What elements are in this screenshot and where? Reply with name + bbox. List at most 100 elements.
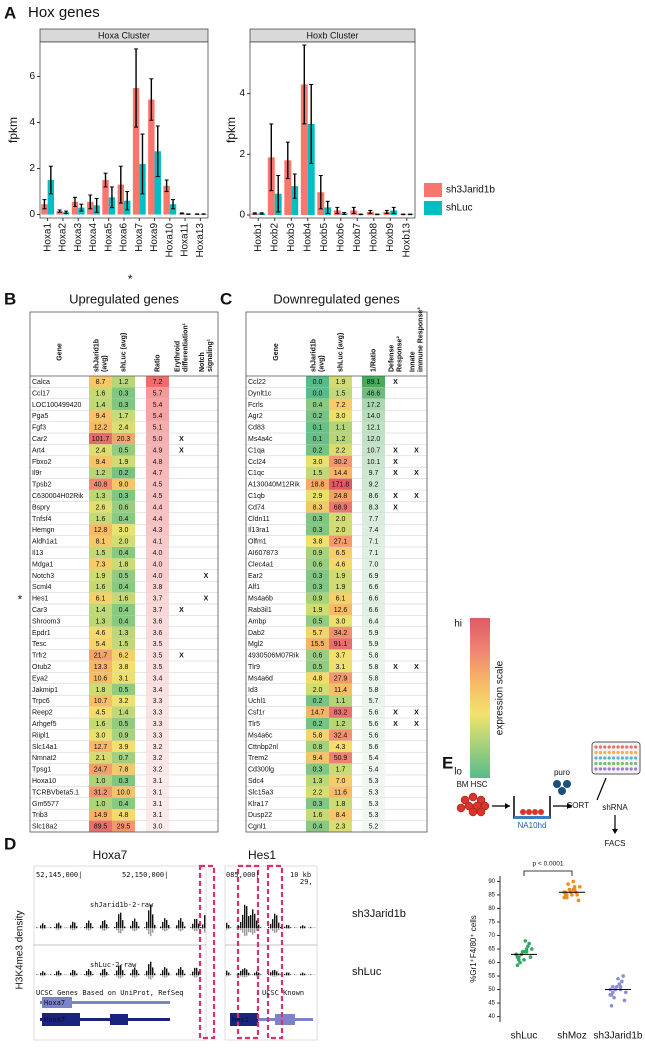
gene-name: Aldh1a1 — [32, 539, 58, 546]
strip-label: Hoxa Cluster — [98, 30, 150, 40]
gene-exon — [275, 1014, 295, 1025]
signal — [118, 965, 120, 975]
track-label: shLuc — [352, 966, 382, 978]
cell-color — [146, 592, 169, 604]
gene-name: Arhgef5 — [32, 721, 57, 728]
cell-color — [306, 649, 329, 661]
well — [625, 761, 629, 766]
signal-down — [90, 975, 92, 977]
well — [620, 761, 625, 766]
panel-label: C — [220, 289, 232, 308]
signal — [290, 927, 292, 928]
signal — [238, 925, 240, 928]
signal — [248, 916, 250, 928]
x-tick-label: Hoxb2 — [269, 223, 280, 252]
cell-value: 8.3 — [313, 504, 323, 511]
signal-down — [56, 928, 58, 930]
well — [634, 745, 638, 749]
gene-name: Cd83 — [248, 425, 265, 432]
cell-color — [329, 706, 352, 718]
cell-color — [362, 649, 385, 661]
signal — [74, 922, 76, 928]
cell-value: 4.1 — [153, 539, 163, 546]
x-tick-label: Hoxb8 — [368, 223, 379, 252]
well — [598, 761, 603, 766]
signal-down — [276, 975, 278, 977]
bar — [300, 84, 308, 215]
cell-value: 1.9 — [313, 607, 323, 614]
cell-value: 1.8 — [96, 687, 106, 694]
cell-color — [146, 455, 169, 468]
cell-value: 0.4 — [119, 801, 129, 808]
signal — [120, 965, 122, 975]
cell-value: 6.6 — [369, 584, 379, 591]
cell-value: 1.4 — [96, 607, 106, 614]
plate — [591, 741, 641, 775]
signal — [272, 919, 274, 928]
x-tick-label: Hoxa5 — [103, 223, 114, 252]
cell-value: 0.4 — [119, 584, 129, 591]
signal-down — [238, 928, 240, 929]
cell-value: 0.2 — [313, 698, 323, 705]
signal — [148, 910, 150, 928]
cell-value: 4.8 — [153, 459, 163, 466]
cell-color — [306, 478, 329, 490]
y-tick-label: 70 — [488, 933, 495, 939]
signal — [278, 922, 280, 928]
point — [611, 990, 615, 995]
cell-value: 18.8 — [311, 482, 325, 489]
signal — [40, 925, 42, 928]
cell-color — [306, 490, 329, 502]
cell-color — [329, 581, 352, 593]
signal-down — [146, 975, 148, 977]
locus-label: Hes1 — [248, 848, 276, 862]
signal — [108, 927, 110, 928]
track-label: sh3Jarid1b — [352, 908, 406, 920]
well — [634, 761, 638, 766]
table-border — [245, 311, 428, 833]
well — [625, 750, 629, 755]
cell-value: 89.1 — [367, 379, 381, 386]
signal — [58, 922, 60, 928]
column-header: Innateimmune Response³ — [409, 307, 424, 372]
cell-color — [329, 786, 352, 798]
signal-down — [102, 975, 104, 977]
signal-down — [182, 928, 184, 931]
signal — [268, 927, 270, 928]
cell-color — [146, 410, 169, 422]
bar — [291, 186, 299, 215]
signal-down — [70, 975, 72, 976]
cell-value: 5.6 — [369, 721, 379, 728]
plate-wells — [594, 745, 638, 771]
signal — [146, 921, 148, 928]
cell-value: 5.8 — [313, 732, 323, 739]
cell-color — [89, 547, 112, 559]
signal-down — [152, 928, 154, 933]
cell-color — [112, 820, 135, 832]
gene-name: Csf1r — [248, 710, 265, 717]
cell-color — [329, 410, 352, 422]
signal — [76, 973, 78, 975]
cell-value: 1.2 — [96, 470, 106, 477]
cell-value: 0.3 — [119, 493, 129, 500]
well — [603, 756, 607, 760]
cell-value: 89.5 — [94, 824, 108, 831]
signal — [114, 974, 116, 975]
cell-value: 2.0 — [313, 687, 323, 694]
signal — [168, 972, 170, 975]
cell-value: 3.8 — [119, 664, 129, 671]
cell-color — [329, 672, 352, 684]
cell-value: 5.6 — [369, 744, 379, 751]
signal-down — [162, 975, 164, 977]
cell-value: 0.5 — [119, 573, 129, 580]
cell-value: 0.3 — [119, 402, 129, 409]
signal — [274, 913, 276, 928]
legend-swatch — [424, 183, 442, 197]
cell-value: 1.1 — [336, 425, 346, 432]
cell-color — [89, 592, 112, 604]
signal-down — [272, 928, 274, 932]
cell-value: 6.6 — [369, 607, 379, 614]
cell-color — [89, 740, 112, 753]
cell-color — [329, 524, 352, 536]
